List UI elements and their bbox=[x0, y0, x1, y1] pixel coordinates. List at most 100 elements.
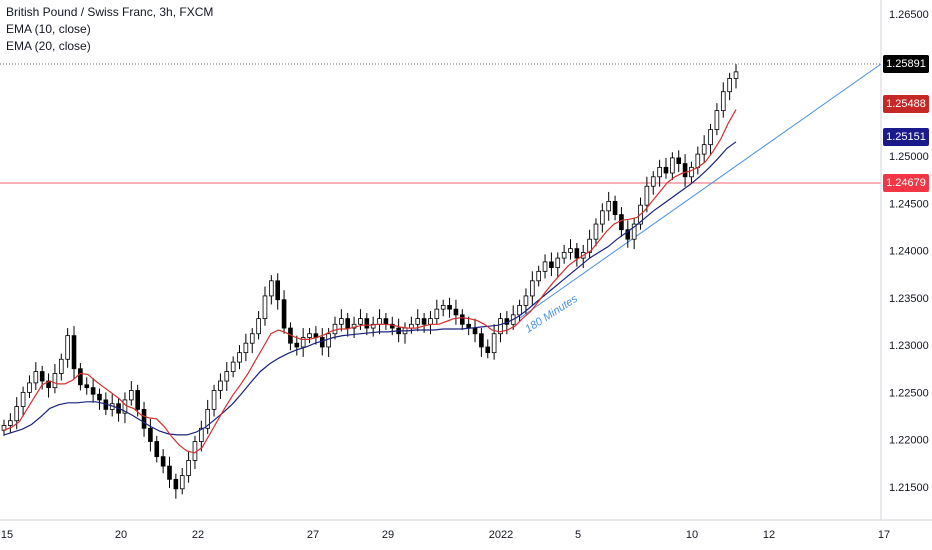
candle bbox=[46, 373, 51, 398]
candle-body bbox=[141, 408, 147, 429]
x-tick-label: 12 bbox=[763, 529, 775, 541]
candle-body bbox=[530, 280, 535, 297]
candle bbox=[275, 273, 281, 310]
candle-body bbox=[160, 456, 166, 467]
candle-body bbox=[389, 323, 395, 329]
candle bbox=[84, 377, 90, 395]
candle bbox=[249, 328, 255, 354]
candle bbox=[542, 254, 548, 279]
candle-body bbox=[612, 200, 618, 216]
candle-body bbox=[644, 185, 650, 206]
candle-body bbox=[199, 427, 204, 442]
candle bbox=[173, 473, 179, 499]
candle-body bbox=[542, 261, 548, 272]
candle-body bbox=[249, 333, 255, 344]
candle-body bbox=[428, 318, 433, 325]
candle-body bbox=[8, 420, 13, 426]
ema10-legend[interactable]: EMA (10, close) bbox=[6, 22, 91, 36]
candle bbox=[243, 333, 249, 362]
candle bbox=[555, 252, 561, 278]
candle bbox=[670, 152, 675, 181]
candle-body bbox=[466, 323, 471, 329]
candle bbox=[459, 309, 465, 330]
candle-body bbox=[670, 157, 675, 174]
candle bbox=[714, 103, 720, 136]
candle-body bbox=[20, 391, 26, 407]
candle-body bbox=[434, 308, 440, 320]
candle bbox=[97, 388, 102, 410]
candle bbox=[479, 328, 484, 357]
ema20-legend[interactable]: EMA (20, close) bbox=[6, 39, 91, 53]
candle-body bbox=[682, 163, 688, 178]
candle-body bbox=[377, 318, 382, 325]
candle-body bbox=[440, 304, 446, 310]
candle-body bbox=[256, 318, 261, 335]
candle bbox=[186, 450, 191, 483]
symbol-title[interactable]: British Pound / Swiss Franc, 3h, FXCM bbox=[6, 5, 214, 19]
trendline[interactable] bbox=[519, 63, 882, 319]
candle bbox=[52, 364, 58, 394]
candle-body bbox=[351, 323, 357, 329]
candle bbox=[90, 378, 96, 403]
ema20-line bbox=[3, 141, 737, 436]
candle bbox=[587, 229, 592, 259]
candle-body bbox=[561, 252, 567, 259]
candle bbox=[294, 335, 300, 356]
y-tick-label: 1.24500 bbox=[889, 198, 929, 210]
candle bbox=[708, 123, 713, 155]
candle bbox=[65, 328, 70, 368]
candle bbox=[466, 316, 471, 336]
candle-body bbox=[587, 238, 592, 253]
candle-body bbox=[262, 295, 268, 320]
candle bbox=[625, 220, 631, 248]
candle bbox=[71, 326, 77, 379]
candle-body bbox=[650, 176, 656, 187]
candle bbox=[682, 154, 688, 187]
time-axis[interactable]: 15 20 22 27 29 2022 5 10 12 17 bbox=[1, 529, 890, 541]
candle bbox=[733, 64, 739, 89]
candle bbox=[619, 207, 624, 237]
candle-body bbox=[727, 78, 732, 93]
x-tick-label: 29 bbox=[382, 529, 394, 541]
ema20-price-tag: 1.25151 bbox=[883, 128, 929, 146]
candle bbox=[307, 328, 312, 344]
candle-body bbox=[307, 333, 312, 338]
y-tick-label: 1.23000 bbox=[889, 340, 929, 352]
candle bbox=[8, 413, 13, 433]
chart-legend: British Pound / Swiss Franc, 3h, FXCM EM… bbox=[6, 4, 213, 55]
candle-body bbox=[708, 129, 713, 146]
candle-body bbox=[39, 371, 45, 382]
candle bbox=[358, 309, 363, 330]
candle bbox=[27, 375, 32, 399]
y-tick-label: 1.22500 bbox=[889, 387, 929, 399]
price-axis[interactable]: 1.265001.260001.255001.250001.245001.240… bbox=[889, 9, 929, 494]
candle bbox=[319, 328, 325, 356]
candle-body bbox=[701, 144, 707, 155]
candle bbox=[199, 420, 204, 452]
x-tick-label: 20 bbox=[115, 529, 127, 541]
candle-body bbox=[186, 460, 191, 476]
candle-body bbox=[179, 475, 185, 490]
candle bbox=[20, 386, 26, 417]
candle-body bbox=[218, 380, 223, 391]
candle bbox=[695, 146, 701, 175]
candle bbox=[148, 418, 153, 452]
candle bbox=[644, 176, 650, 213]
candle-body bbox=[58, 358, 64, 374]
candle-body bbox=[421, 318, 427, 325]
candle bbox=[339, 309, 344, 332]
candle bbox=[269, 275, 274, 305]
candle bbox=[211, 384, 217, 417]
candle-body bbox=[536, 270, 541, 282]
candle-body bbox=[84, 384, 90, 389]
candle-body bbox=[281, 299, 287, 329]
candle-body bbox=[300, 337, 306, 348]
x-tick-label: 15 bbox=[1, 529, 13, 541]
candle bbox=[561, 244, 567, 264]
x-tick-label: 10 bbox=[686, 529, 698, 541]
candle-body bbox=[269, 280, 274, 297]
y-tick-label: 1.24000 bbox=[889, 246, 929, 258]
candle bbox=[313, 326, 319, 345]
candle bbox=[1, 419, 7, 436]
